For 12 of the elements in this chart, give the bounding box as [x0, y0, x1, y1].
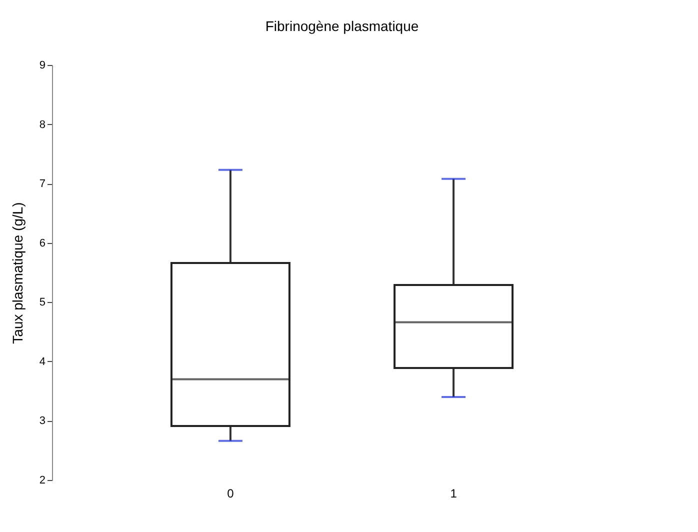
x-tick-label: 0	[227, 486, 234, 500]
y-tick-label: 6	[39, 237, 46, 250]
x-tick-label: 1	[450, 486, 458, 500]
y-tick-label: 2	[39, 474, 46, 486]
y-axis-title: Taux plasmatique (g/L)	[9, 202, 26, 344]
y-tick-label: 3	[39, 415, 46, 428]
y-tick-label: 8	[39, 118, 46, 131]
y-tick-label: 4	[39, 356, 46, 368]
y-tick-label: 9	[39, 60, 46, 72]
y-tick-label: 5	[39, 296, 46, 309]
y-tick-label: 7	[39, 178, 46, 190]
chart-title: Fibrinogène plasmatique	[265, 18, 419, 34]
